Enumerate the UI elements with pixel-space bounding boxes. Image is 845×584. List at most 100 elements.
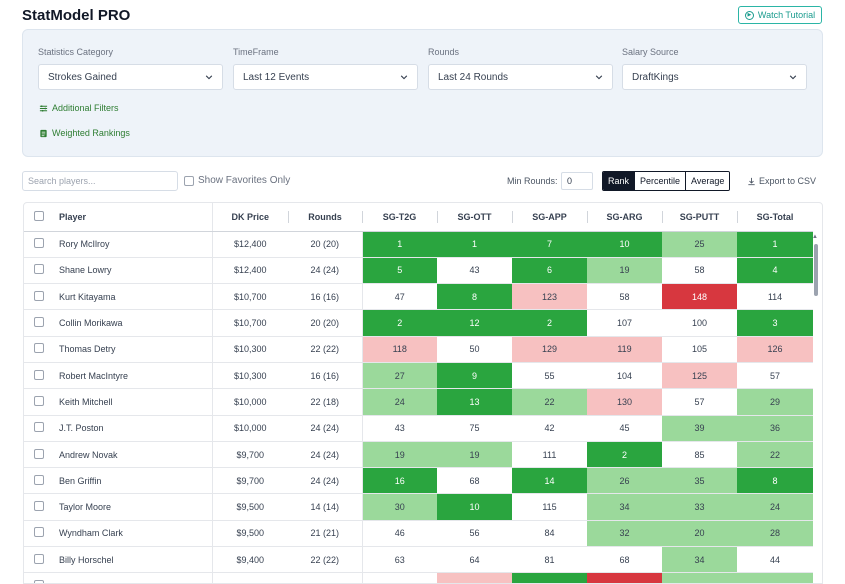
sg-t2g-cell: 118: [362, 336, 437, 363]
sg-arg-cell: [587, 572, 662, 583]
row-checkbox[interactable]: [34, 264, 44, 275]
sg-ott-cell: 43: [437, 257, 512, 285]
sg-putt-cell: 125: [662, 362, 737, 390]
additional-filters-link[interactable]: Additional Filters: [39, 103, 119, 113]
sg-total-cell: 8: [737, 467, 813, 495]
row-select-cell: [24, 388, 54, 416]
row-checkbox[interactable]: [34, 501, 44, 512]
sg-app-cell: 84: [512, 520, 587, 548]
col-price[interactable]: DK Price: [212, 203, 288, 232]
col-sg-t2g[interactable]: SG-T2G: [362, 203, 437, 232]
player-name[interactable]: Wyndham Clark: [54, 520, 213, 548]
row-checkbox[interactable]: [34, 369, 44, 380]
row-checkbox[interactable]: [34, 527, 44, 538]
row-checkbox[interactable]: [34, 422, 44, 433]
select-all-checkbox[interactable]: [34, 210, 44, 221]
rounds-count: 16 (16): [288, 362, 363, 390]
scroll-up-icon[interactable]: ▲: [812, 234, 818, 240]
favorites-toggle[interactable]: Show Favorites Only: [184, 175, 290, 186]
category-label: Statistics Category: [38, 47, 114, 57]
table-row[interactable]: Keith Mitchell $10,000 22 (18) 24 13 22 130 57 2…: [24, 388, 813, 416]
row-checkbox[interactable]: [34, 290, 44, 301]
favorites-checkbox[interactable]: [184, 175, 194, 186]
player-name[interactable]: Thomas Detry: [54, 336, 213, 363]
row-checkbox[interactable]: [34, 580, 44, 583]
row-checkbox[interactable]: [34, 448, 44, 459]
export-label: Export to CSV: [759, 176, 817, 186]
salary-select[interactable]: DraftKings: [622, 64, 807, 90]
dk-price: $10,000: [212, 415, 288, 442]
table-row[interactable]: Rory McIlroy $12,400 20 (20) 1 1 7 10 25 1: [24, 231, 813, 258]
view-average-button[interactable]: Average: [686, 172, 730, 190]
row-checkbox[interactable]: [34, 553, 44, 564]
table-row[interactable]: Andrew Novak $9,700 24 (24) 19 19 111 2 85 22: [24, 441, 813, 469]
rounds-count: [288, 572, 363, 583]
col-player[interactable]: Player: [54, 203, 213, 232]
dk-price: $12,400: [212, 257, 288, 285]
sg-ott-cell: 9: [437, 362, 512, 390]
sg-app-cell: 6: [512, 257, 587, 285]
sg-putt-cell: [662, 572, 737, 583]
player-name[interactable]: Taylor Moore: [54, 493, 213, 521]
player-name[interactable]: Andrew Novak: [54, 441, 213, 469]
sg-total-cell: 114: [737, 283, 813, 311]
table-scrollbar[interactable]: ▲: [812, 234, 819, 584]
player-name[interactable]: [54, 572, 213, 583]
row-checkbox[interactable]: [34, 238, 44, 249]
category-select[interactable]: Strokes Gained: [38, 64, 223, 90]
timeframe-select[interactable]: Last 12 Events: [233, 64, 418, 90]
col-sg-arg[interactable]: SG-ARG: [587, 203, 662, 232]
table-row[interactable]: [24, 572, 813, 583]
table-row[interactable]: Wyndham Clark $9,500 21 (21) 46 56 84 32 20 28: [24, 520, 813, 548]
player-name[interactable]: Rory McIlroy: [54, 231, 213, 258]
weighted-rankings-link[interactable]: Weighted Rankings: [39, 128, 130, 138]
rounds-count: 24 (24): [288, 257, 363, 285]
rounds-count: 22 (22): [288, 546, 363, 574]
sg-app-cell: 2: [512, 309, 587, 337]
table-row[interactable]: Thomas Detry $10,300 22 (22) 118 50 129 119 105…: [24, 336, 813, 363]
player-name[interactable]: Kurt Kitayama: [54, 283, 213, 311]
sg-arg-cell: 19: [587, 257, 662, 285]
table-row[interactable]: Shane Lowry $12,400 24 (24) 5 43 6 19 58 4: [24, 257, 813, 285]
sg-arg-cell: 104: [587, 362, 662, 390]
stats-table: Player DK Price Rounds SG-T2G SG-OTT SG-…: [24, 203, 813, 583]
player-name[interactable]: J.T. Poston: [54, 415, 213, 442]
export-csv-button[interactable]: Export to CSV: [747, 176, 816, 186]
table-row[interactable]: Collin Morikawa $10,700 20 (20) 2 12 2 107 100 3: [24, 309, 813, 337]
table-row[interactable]: Billy Horschel $9,400 22 (22) 63 64 81 68 34 44: [24, 546, 813, 574]
row-select-cell: [24, 467, 54, 495]
col-sg-ott[interactable]: SG-OTT: [437, 203, 512, 232]
watch-tutorial-button[interactable]: ▶ Watch Tutorial: [738, 6, 822, 24]
player-name[interactable]: Robert MacIntyre: [54, 362, 213, 390]
player-name[interactable]: Shane Lowry: [54, 257, 213, 285]
player-name[interactable]: Ben Griffin: [54, 467, 213, 495]
table-row[interactable]: J.T. Poston $10,000 24 (24) 43 75 42 45 39 36: [24, 415, 813, 442]
table-row[interactable]: Kurt Kitayama $10,700 16 (16) 47 8 123 58 148 11…: [24, 283, 813, 311]
table-row[interactable]: Taylor Moore $9,500 14 (14) 30 10 115 34 33 24: [24, 493, 813, 521]
sg-arg-cell: 26: [587, 467, 662, 495]
player-name[interactable]: Collin Morikawa: [54, 309, 213, 337]
row-checkbox[interactable]: [34, 317, 44, 328]
chevron-down-icon: [205, 75, 213, 80]
rounds-count: 21 (21): [288, 520, 363, 548]
col-sg-putt[interactable]: SG-PUTT: [662, 203, 737, 232]
rounds-select[interactable]: Last 24 Rounds: [428, 64, 613, 90]
min-rounds-input[interactable]: 0: [561, 172, 593, 190]
player-name[interactable]: Keith Mitchell: [54, 388, 213, 416]
col-sg-total[interactable]: SG-Total: [737, 203, 813, 232]
scroll-thumb[interactable]: [814, 244, 818, 296]
row-checkbox[interactable]: [34, 395, 44, 406]
search-input[interactable]: Search players...: [22, 171, 178, 191]
col-sg-app[interactable]: SG-APP: [512, 203, 587, 232]
row-checkbox[interactable]: [34, 474, 44, 485]
col-rounds[interactable]: Rounds: [288, 203, 362, 232]
row-select-cell: [24, 520, 54, 548]
table-row[interactable]: Robert MacIntyre $10,300 16 (16) 27 9 55 104 12…: [24, 362, 813, 390]
row-checkbox[interactable]: [34, 343, 44, 354]
sg-putt-cell: 58: [662, 257, 737, 285]
view-percentile-button[interactable]: Percentile: [635, 172, 687, 190]
table-row[interactable]: Ben Griffin $9,700 24 (24) 16 68 14 26 35 8: [24, 467, 813, 495]
sg-app-cell: 115: [512, 493, 587, 521]
view-rank-button[interactable]: Rank: [603, 172, 636, 190]
player-name[interactable]: Billy Horschel: [54, 546, 213, 574]
